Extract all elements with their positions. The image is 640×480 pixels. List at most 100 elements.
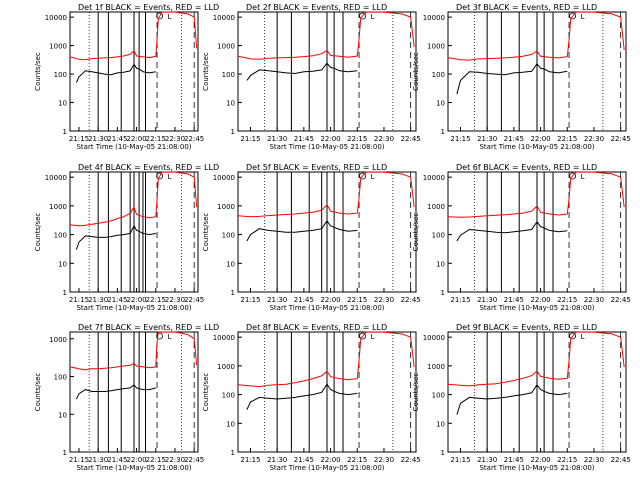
x-axis-label: Start Time (10-May-05 21:08:00) [269, 143, 384, 151]
x-tick-label: 22:45 [611, 296, 631, 304]
series-line-events [246, 220, 358, 242]
x-tick-label: 21:45 [107, 135, 127, 143]
marker-circle [569, 172, 576, 180]
x-tick-label: 21:15 [240, 296, 260, 304]
x-tick-label: 22:00 [126, 135, 146, 143]
series-line-lld [237, 11, 415, 60]
marker-circle [156, 332, 164, 340]
y-tick-label: 10000 [213, 174, 235, 182]
series-line-lld [237, 331, 415, 388]
x-tick-label: 22:45 [611, 135, 631, 143]
x-tick-label: 22:00 [530, 296, 550, 304]
x-tick-label: 22:45 [401, 135, 421, 143]
x-tick-label: 21:30 [267, 296, 287, 304]
marker-label-l: L [168, 333, 172, 341]
marker-label-l: L [581, 13, 585, 21]
y-tick-label: 10 [436, 260, 445, 268]
x-tick-label: 21:30 [477, 456, 497, 464]
y-axis-label: Counts/sec [412, 213, 420, 252]
y-tick-label: 100 [54, 374, 67, 382]
y-tick-label: 10000 [213, 334, 235, 342]
marker-label-l: L [371, 173, 375, 181]
y-tick-label: 10 [226, 100, 235, 108]
x-tick-label: 21:30 [88, 456, 108, 464]
x-tick-label: 21:45 [504, 296, 524, 304]
x-tick-label: 21:30 [267, 135, 287, 143]
series-line-events [75, 63, 156, 83]
x-tick-label: 22:30 [165, 135, 185, 143]
y-tick-label: 1000 [217, 203, 235, 211]
x-axis-label: Start Time (10-May-05 21:08:00) [76, 304, 191, 312]
y-tick-label: 1 [441, 289, 445, 297]
x-tick-label: 21:45 [294, 456, 314, 464]
y-tick-label: 10000 [213, 14, 235, 22]
x-tick-label: 22:30 [584, 296, 604, 304]
x-tick-label: 22:00 [320, 135, 340, 143]
y-tick-label: 1 [63, 449, 67, 457]
marker-circle [359, 332, 367, 340]
series-line-lld [447, 331, 625, 387]
x-tick-label: 22:30 [374, 135, 394, 143]
x-axis-label: Start Time (10-May-05 21:08:00) [479, 143, 594, 151]
y-tick-label: 1 [231, 289, 235, 297]
x-tick-label: 21:45 [107, 296, 127, 304]
x-tick-label: 22:30 [584, 135, 604, 143]
panel-title: Det 1f BLACK = Events, RED = LLD [78, 3, 219, 12]
marker-circle [569, 332, 576, 340]
y-tick-label: 1 [63, 289, 67, 297]
x-tick-label: 21:30 [88, 296, 108, 304]
marker-circle [359, 172, 367, 180]
panel-title: Det 9f BLACK = Events, RED = LLD [456, 323, 597, 332]
x-tick-label: 22:45 [611, 456, 631, 464]
x-tick-label: 22:15 [557, 135, 577, 143]
y-tick-label: 10 [58, 100, 67, 108]
x-tick-label: 22:00 [530, 135, 550, 143]
x-axis-label: Start Time (10-May-05 21:08:00) [269, 464, 384, 472]
x-axis-label: Start Time (10-May-05 21:08:00) [479, 304, 594, 312]
y-tick-label: 1 [231, 128, 235, 136]
y-tick-label: 1000 [217, 363, 235, 371]
x-tick-label: 22:00 [530, 456, 550, 464]
y-tick-label: 100 [222, 71, 235, 79]
x-tick-label: 22:15 [146, 296, 166, 304]
y-tick-label: 1000 [427, 363, 445, 371]
x-tick-label: 22:15 [557, 456, 577, 464]
x-tick-label: 22:45 [184, 456, 204, 464]
x-tick-label: 22:30 [165, 296, 185, 304]
series-line-events [456, 383, 568, 415]
series-line-events [75, 384, 156, 400]
x-tick-label: 22:15 [347, 135, 367, 143]
x-tick-label: 21:45 [504, 456, 524, 464]
x-tick-label: 21:30 [88, 135, 108, 143]
marker-label-l: L [168, 173, 172, 181]
series-line-events [456, 62, 568, 95]
y-tick-label: 10 [226, 420, 235, 428]
y-axis-label: Counts/sec [202, 52, 210, 91]
panel-title: Det 6f BLACK = Events, RED = LLD [456, 163, 597, 172]
panel-title: Det 3f BLACK = Events, RED = LLD [456, 3, 597, 12]
x-tick-label: 22:00 [320, 456, 340, 464]
x-tick-label: 22:15 [347, 296, 367, 304]
panel-title: Det 2f BLACK = Events, RED = LLD [246, 3, 387, 12]
series-line-lld [237, 171, 415, 218]
y-tick-label: 1 [441, 449, 445, 457]
x-tick-label: 21:45 [107, 456, 127, 464]
marker-label-l: L [371, 13, 375, 21]
y-axis-label: Counts/sec [412, 52, 420, 91]
x-tick-label: 22:00 [126, 296, 146, 304]
y-axis-label: Counts/sec [34, 373, 42, 412]
series-line-lld [69, 331, 198, 371]
x-tick-label: 21:45 [504, 135, 524, 143]
x-tick-label: 22:15 [557, 296, 577, 304]
series-line-lld [69, 11, 198, 61]
y-axis-label: Counts/sec [34, 52, 42, 91]
y-tick-label: 100 [222, 232, 235, 240]
x-axis-label: Start Time (10-May-05 21:08:00) [269, 304, 384, 312]
